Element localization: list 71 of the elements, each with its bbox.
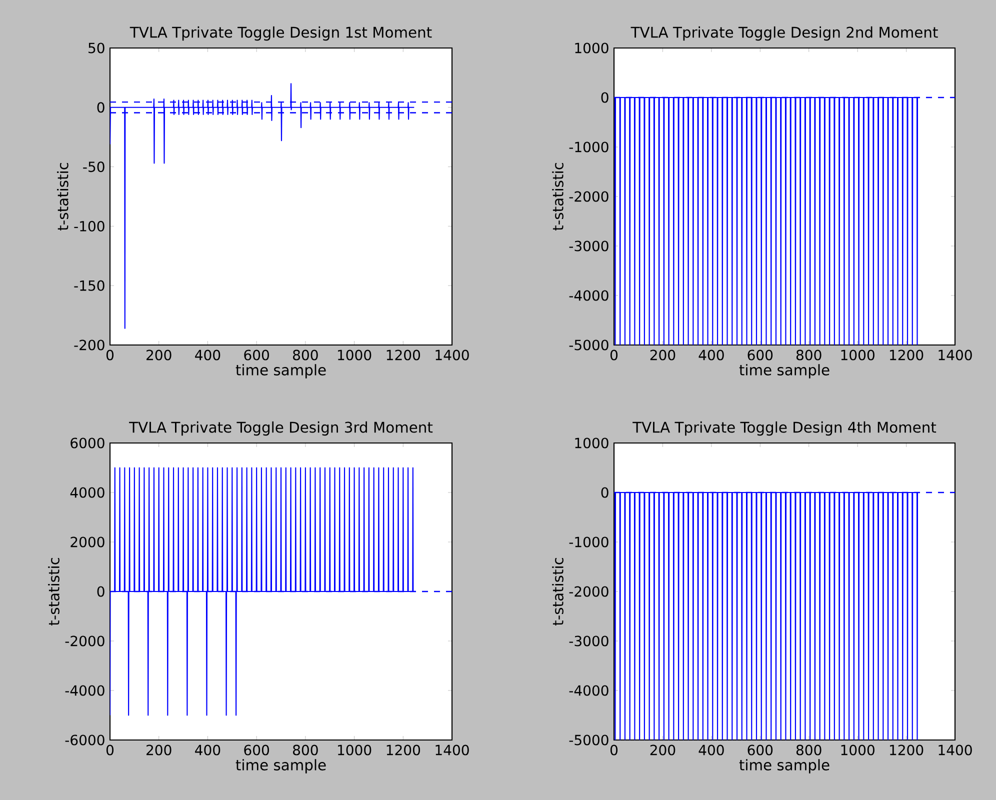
x-tick-label: 600 xyxy=(244,350,269,360)
y-tick-label: -6000 xyxy=(65,734,104,746)
chart-title: TVLA Tprivate Toggle Design 4th Moment xyxy=(632,421,936,436)
x-axis-title: time sample xyxy=(739,759,830,774)
y-tick-label: -1000 xyxy=(569,536,608,548)
chart-title: TVLA Tprivate Toggle Design 1st Moment xyxy=(130,26,432,41)
x-tick-label: 1400 xyxy=(436,350,469,360)
y-tick-label: -50 xyxy=(83,162,104,172)
x-tick-label: 1400 xyxy=(436,744,469,756)
x-tick-label: 400 xyxy=(698,744,724,756)
y-tick-label: 4000 xyxy=(70,487,104,498)
y-tick-label: -200 xyxy=(74,340,104,350)
x-axis-title: time sample xyxy=(739,364,830,378)
x-tick-label: 800 xyxy=(293,744,318,756)
y-axis-title: t-statistic xyxy=(552,558,564,626)
y-tick-label: 50 xyxy=(88,42,104,54)
x-tick-label: 1400 xyxy=(938,350,972,360)
y-axis-title: t-statistic xyxy=(48,558,60,626)
x-tick-label: 0 xyxy=(610,744,618,756)
y-axis-title: t-statistic xyxy=(57,163,68,230)
y-tick-label: -4000 xyxy=(65,685,104,696)
x-tick-label: 400 xyxy=(195,350,220,360)
y-tick-label: 1000 xyxy=(575,438,608,448)
y-tick-label: -3000 xyxy=(569,636,608,646)
x-tick-label: 0 xyxy=(106,744,114,756)
x-tick-label: 800 xyxy=(796,350,822,360)
y-tick-label: 0 xyxy=(601,92,608,103)
y-tick-label: -5000 xyxy=(569,340,608,350)
x-tick-label: 600 xyxy=(748,744,773,756)
x-tick-label: 800 xyxy=(293,350,318,360)
y-tick-label: -2000 xyxy=(569,586,608,597)
x-tick-label: 1000 xyxy=(338,744,372,756)
x-tick-label: 600 xyxy=(244,744,269,756)
x-tick-label: 1200 xyxy=(386,744,420,756)
x-axis-title: time sample xyxy=(236,759,326,774)
x-tick-label: 1200 xyxy=(386,350,420,360)
x-tick-label: 200 xyxy=(146,350,172,360)
y-tick-label: 0 xyxy=(601,487,608,498)
x-tick-label: 400 xyxy=(195,744,220,756)
y-tick-label: -2000 xyxy=(65,636,104,646)
x-tick-label: 200 xyxy=(146,744,172,756)
x-tick-label: 0 xyxy=(610,350,618,360)
chart-title: TVLA Tprivate Toggle Design 2nd Moment xyxy=(630,26,938,41)
y-tick-label: -4000 xyxy=(569,685,608,696)
y-tick-label: 2000 xyxy=(70,536,104,548)
chart-title: TVLA Tprivate Toggle Design 3rd Moment xyxy=(129,421,433,436)
y-tick-label: 0 xyxy=(97,102,104,113)
y-tick-label: -5000 xyxy=(569,734,608,746)
y-tick-label: 0 xyxy=(97,586,104,597)
y-tick-label: 1000 xyxy=(575,42,608,54)
x-tick-label: 1000 xyxy=(841,744,874,756)
x-tick-label: 1000 xyxy=(338,350,372,360)
x-tick-label: 200 xyxy=(650,350,676,360)
x-tick-label: 400 xyxy=(698,350,724,360)
x-tick-label: 1200 xyxy=(890,744,924,756)
x-tick-label: 800 xyxy=(796,744,822,756)
x-tick-label: 600 xyxy=(748,350,773,360)
y-tick-label: 6000 xyxy=(70,438,104,448)
y-tick-label: -1000 xyxy=(569,142,608,152)
x-tick-label: 1400 xyxy=(938,744,972,756)
y-tick-label: -4000 xyxy=(569,290,608,301)
x-axis-title: time sample xyxy=(236,364,326,378)
x-tick-label: 0 xyxy=(106,350,114,360)
y-tick-label: -100 xyxy=(74,220,104,232)
y-tick-label: -2000 xyxy=(569,191,608,202)
x-tick-label: 1200 xyxy=(890,350,924,360)
x-tick-label: 200 xyxy=(650,744,676,756)
y-axis-title: t-statistic xyxy=(552,163,564,230)
y-tick-label: -3000 xyxy=(569,240,608,252)
x-tick-label: 1000 xyxy=(841,350,874,360)
y-tick-label: -150 xyxy=(74,280,104,291)
